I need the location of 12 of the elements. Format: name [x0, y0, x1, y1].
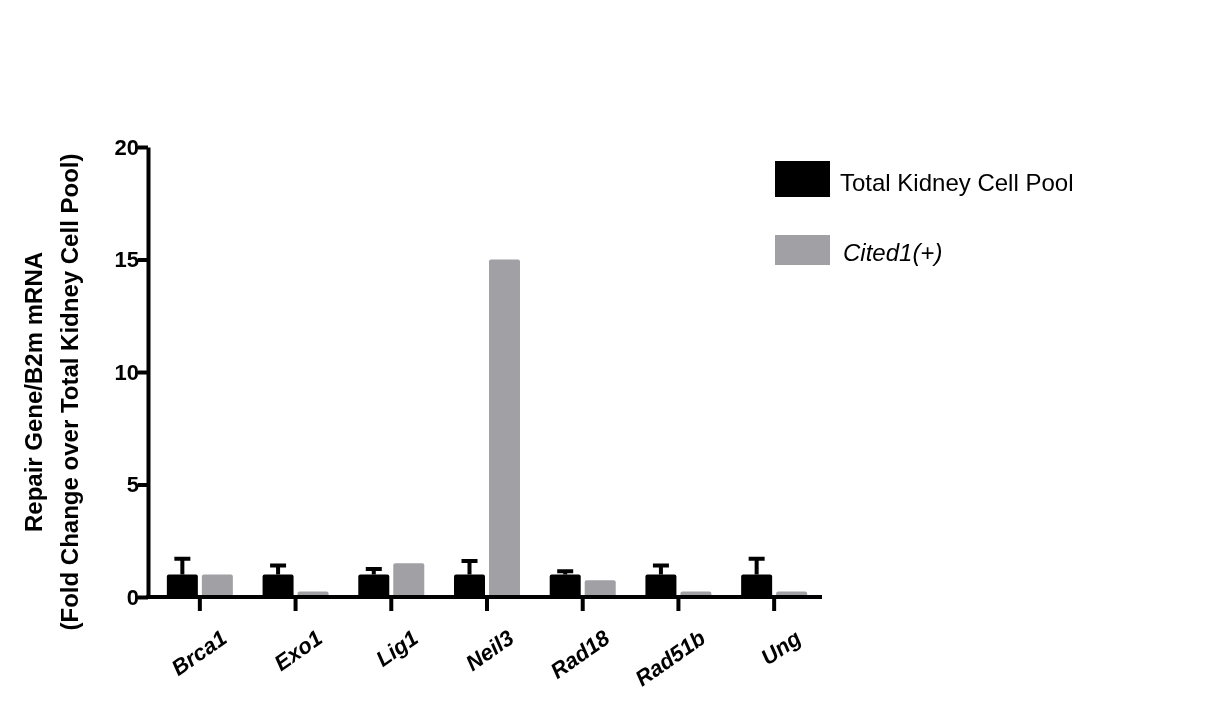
y-tick-label: 5: [126, 472, 139, 498]
bar: [393, 563, 425, 597]
y-tick-label: 0: [126, 584, 139, 610]
y-axis-title: Repair Gene/B2m mRNA (Fold Change over Total Kidney Cell Pool): [20, 153, 83, 631]
y-tick-label: 20: [114, 134, 139, 160]
legend-label: Total Kidney Cell Pool: [840, 169, 1074, 196]
x-tick-label: Ung: [756, 624, 807, 671]
y-tick-label: 15: [114, 247, 139, 273]
x-tick-label: Lig1: [371, 625, 423, 672]
bar: [489, 259, 520, 597]
legend-label: Cited1(+): [843, 239, 943, 266]
y-tick-label: 10: [114, 359, 139, 385]
